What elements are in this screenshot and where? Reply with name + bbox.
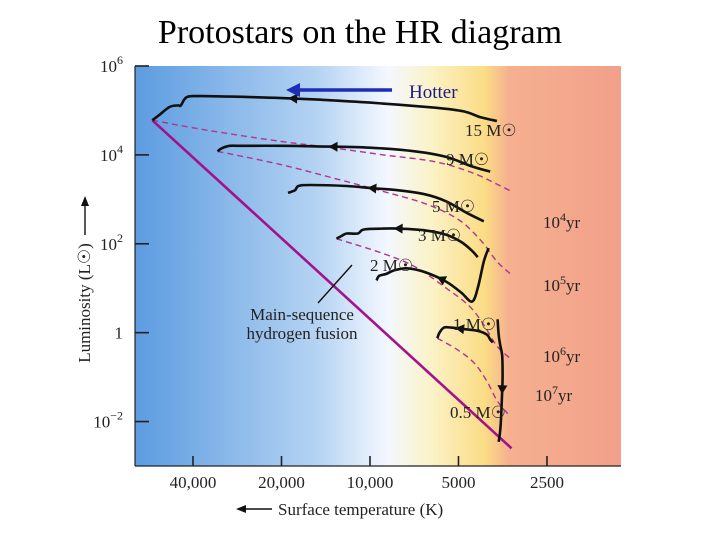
main-sequence-label: hydrogen fusion bbox=[247, 324, 358, 343]
mass-label: 0.5 M☉ bbox=[450, 403, 506, 422]
track-line bbox=[375, 247, 490, 303]
track-arrowhead bbox=[328, 141, 338, 152]
main-sequence-line bbox=[151, 119, 513, 450]
isochrone-label: 104yr bbox=[543, 210, 581, 232]
track-arrowhead bbox=[436, 276, 448, 286]
track-arrowhead bbox=[455, 324, 465, 335]
track-arrowhead bbox=[393, 223, 403, 234]
y-tick-label: 1 bbox=[115, 324, 124, 343]
y-tick-label: 102 bbox=[100, 231, 123, 254]
isochrone-label: 105yr bbox=[543, 273, 581, 295]
x-axis-title: Surface temperature (K) bbox=[278, 500, 443, 519]
mass-label: 5 M☉ bbox=[432, 197, 475, 216]
main-sequence-label: Main-sequence bbox=[250, 305, 354, 324]
y-axis-title: Luminosity (L☉) bbox=[75, 243, 94, 363]
track-line bbox=[216, 144, 491, 173]
mass-label: 3 M☉ bbox=[418, 226, 461, 245]
plot-background bbox=[135, 66, 621, 466]
main-sequence-pointer bbox=[317, 264, 353, 304]
y-axis-arrowhead bbox=[81, 196, 89, 206]
track-line bbox=[151, 94, 498, 123]
y-tick-label: 10−2 bbox=[93, 409, 123, 432]
track-arrowhead bbox=[497, 385, 508, 395]
isochrone-label: 107yr bbox=[535, 383, 573, 405]
isochrone-line bbox=[217, 150, 512, 276]
mass-label: 2 M☉ bbox=[370, 256, 413, 275]
isochrone-line bbox=[336, 238, 512, 360]
y-tick-label: 106 bbox=[100, 53, 123, 76]
track-line bbox=[496, 319, 504, 442]
mass-label: 1 M☉ bbox=[453, 315, 496, 334]
isochrone-line bbox=[436, 337, 509, 415]
mass-label: 9 M☉ bbox=[446, 150, 489, 169]
x-tick-label: 10,000 bbox=[347, 473, 394, 492]
isochrone-label: 106yr bbox=[543, 344, 581, 366]
x-tick-label: 40,000 bbox=[170, 473, 217, 492]
mass-label: 15 M☉ bbox=[465, 121, 517, 140]
track-arrowhead bbox=[367, 183, 377, 194]
x-tick-label: 5000 bbox=[441, 473, 475, 492]
isochrone-line bbox=[152, 119, 512, 193]
track-arrowhead bbox=[288, 93, 298, 104]
hotter-label: Hotter bbox=[409, 82, 458, 103]
x-tick-label: 20,000 bbox=[258, 473, 305, 492]
x-axis-arrowhead bbox=[236, 505, 246, 513]
slide-title: Protostars on the HR diagram bbox=[157, 14, 563, 51]
hotter-arrowhead bbox=[286, 83, 300, 97]
x-tick-label: 2500 bbox=[530, 473, 564, 492]
track-line bbox=[335, 227, 479, 259]
y-tick-label: 104 bbox=[100, 142, 123, 165]
